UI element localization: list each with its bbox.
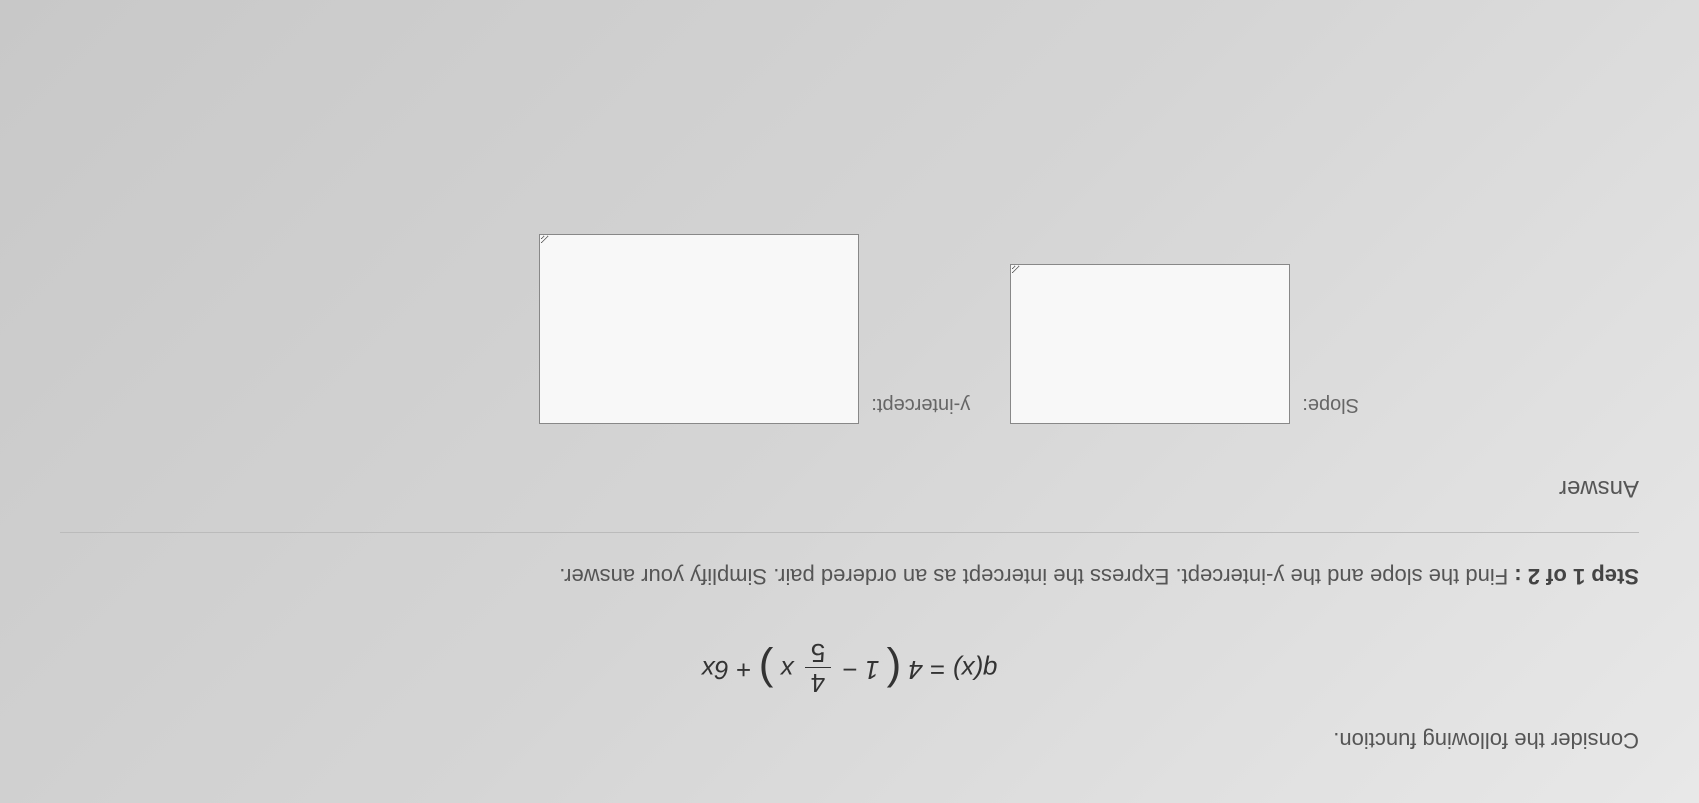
equation-fraction: 4 5 <box>805 639 831 697</box>
answer-heading: Answer <box>60 474 1639 502</box>
equation-coef: 4 <box>909 655 923 685</box>
paren-close-icon: ) <box>759 646 774 695</box>
step-instruction: Step 1 of 2 : Find the slope and the y-i… <box>60 563 1639 589</box>
fraction-denominator: 5 <box>805 639 831 668</box>
answer-inputs-row: Slope: y-intercept: <box>60 234 1359 424</box>
step-text: Find the slope and the y-intercept. Expr… <box>559 564 1508 589</box>
equation-equals: = <box>923 655 945 685</box>
yintercept-label: y-intercept: <box>871 393 970 424</box>
slope-input[interactable] <box>1010 264 1290 424</box>
paren-open-icon: ( <box>887 646 902 695</box>
section-divider <box>60 532 1639 533</box>
question-container: Consider the following function. q(x) = … <box>0 0 1699 803</box>
yintercept-group: y-intercept: <box>539 234 970 424</box>
slope-label: Slope: <box>1302 393 1359 424</box>
equation-inside-var: x <box>781 655 794 685</box>
equation-display: q(x) = 4 ( 1 − 4 5 x ) + 6x <box>60 639 1639 697</box>
equation-lhs: q(x) <box>953 655 998 685</box>
slope-group: Slope: <box>1010 264 1359 424</box>
step-label: Step 1 of 2 : <box>1514 564 1639 589</box>
equation-tail: + 6x <box>702 655 752 685</box>
yintercept-input[interactable] <box>539 234 859 424</box>
equation-minus: − <box>835 655 857 685</box>
equation-inside-left: 1 <box>865 655 879 685</box>
fraction-numerator: 4 <box>805 667 831 697</box>
question-intro-text: Consider the following function. <box>60 727 1639 753</box>
